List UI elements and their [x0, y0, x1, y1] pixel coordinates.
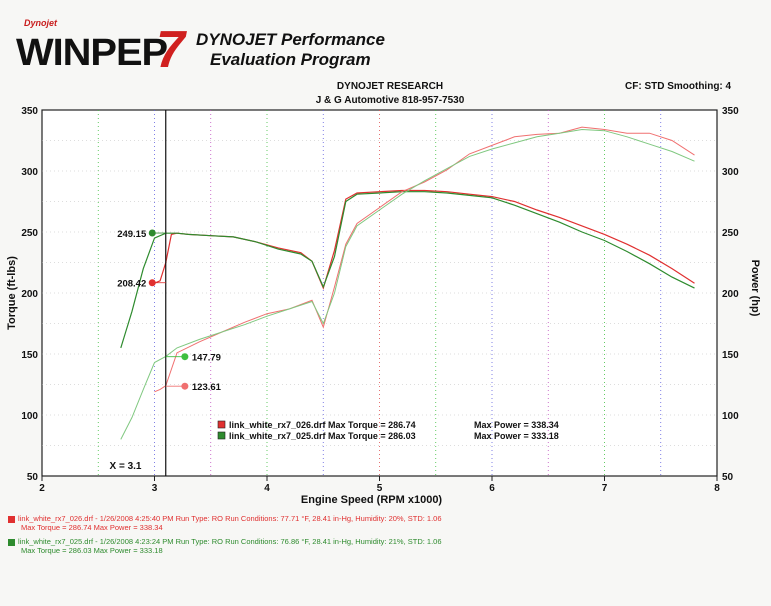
- legend-entry-torque: link_white_rx7_026.drf Max Torque = 286.…: [229, 420, 416, 430]
- run-026-color-marker: [8, 515, 15, 523]
- y-right-tick-label: 350: [722, 106, 739, 117]
- cursor-value-dot: [181, 353, 189, 361]
- y-right-tick-label: 200: [722, 289, 739, 300]
- y-right-tick-label: 250: [722, 228, 739, 239]
- cursor-value-dot: [148, 279, 156, 287]
- legend-marker: [217, 420, 226, 429]
- y-left-axis-label: Torque (ft-lbs): [6, 256, 18, 330]
- y-left-tick-label: 50: [27, 472, 39, 483]
- y-left-tick-label: 150: [21, 350, 38, 361]
- x-tick-label: 5: [377, 483, 383, 494]
- correction-factor-label: CF: STD Smoothing: 4: [625, 81, 732, 92]
- run-info-026: link_white_rx7_026.drf - 1/26/2008 4:25:…: [8, 514, 442, 532]
- logo-text: WINPEP: [16, 32, 168, 74]
- research-label: DYNOJET RESEARCH: [336, 81, 444, 92]
- x-tick-label: 6: [489, 483, 495, 494]
- legend-entry-torque: link_white_rx7_025.drf Max Torque = 286.…: [229, 431, 416, 441]
- report-header: DYNOJET RESEARCH J & G Automotive 818-95…: [300, 80, 480, 108]
- cursor-value-dot: [181, 382, 189, 390]
- cursor-label: X = 3.1: [110, 461, 142, 472]
- run-025-max-values: Max Torque = 286.03 Max Power = 333.18: [21, 546, 163, 555]
- y-right-tick-label: 150: [722, 350, 739, 361]
- cursor-value-label: 208.42: [117, 279, 146, 290]
- x-tick-label: 8: [714, 483, 720, 494]
- y-left-tick-label: 200: [21, 289, 38, 300]
- program-title-line2: Evaluation Program: [210, 50, 371, 69]
- series-line-torque: [120, 191, 695, 349]
- legend-marker: [217, 431, 226, 440]
- series-line-power: [120, 128, 695, 440]
- cursor-value-label: 147.79: [192, 353, 221, 364]
- run-025-color-marker: [8, 538, 15, 546]
- program-title: DYNOJET Performance Evaluation Program: [196, 30, 385, 70]
- legend-entry-power: Max Power = 338.34: [474, 420, 559, 430]
- y-left-tick-label: 350: [21, 106, 38, 117]
- cursor-value-label: 249.15: [117, 229, 147, 240]
- y-right-axis-label: Power (hp): [749, 260, 761, 317]
- logo-brand-small: Dynojet: [24, 18, 58, 28]
- legend-entry-power: Max Power = 333.18: [474, 431, 559, 441]
- run-026-max-values: Max Torque = 286.74 Max Power = 338.34: [21, 523, 163, 532]
- x-tick-label: 2: [39, 483, 45, 494]
- series-line-power: [154, 126, 695, 393]
- x-axis-label: Engine Speed (RPM x1000): [301, 494, 443, 506]
- run-026-details: link_white_rx7_026.drf - 1/26/2008 4:25:…: [18, 514, 442, 523]
- winpep-logo: Dynojet WINPEP 7: [14, 18, 194, 79]
- y-right-tick-label: 300: [722, 167, 739, 178]
- cursor-value-dot: [148, 229, 156, 237]
- run-info-025: link_white_rx7_025.drf - 1/26/2008 4:23:…: [8, 537, 442, 555]
- y-left-tick-label: 300: [21, 167, 38, 178]
- x-tick-label: 7: [602, 483, 608, 494]
- y-right-tick-label: 50: [722, 472, 734, 483]
- program-title-line1: DYNOJET Performance: [196, 30, 385, 49]
- logo-seven: 7: [156, 21, 185, 79]
- cursor-value-label: 123.61: [192, 382, 222, 393]
- x-tick-label: 4: [264, 483, 270, 494]
- y-right-tick-label: 100: [722, 411, 739, 422]
- y-left-tick-label: 100: [21, 411, 38, 422]
- y-left-tick-label: 250: [21, 228, 38, 239]
- run-025-details: link_white_rx7_025.drf - 1/26/2008 4:23:…: [18, 537, 442, 546]
- x-tick-label: 3: [152, 483, 158, 494]
- shop-label: J & G Automotive 818-957-7530: [315, 95, 465, 106]
